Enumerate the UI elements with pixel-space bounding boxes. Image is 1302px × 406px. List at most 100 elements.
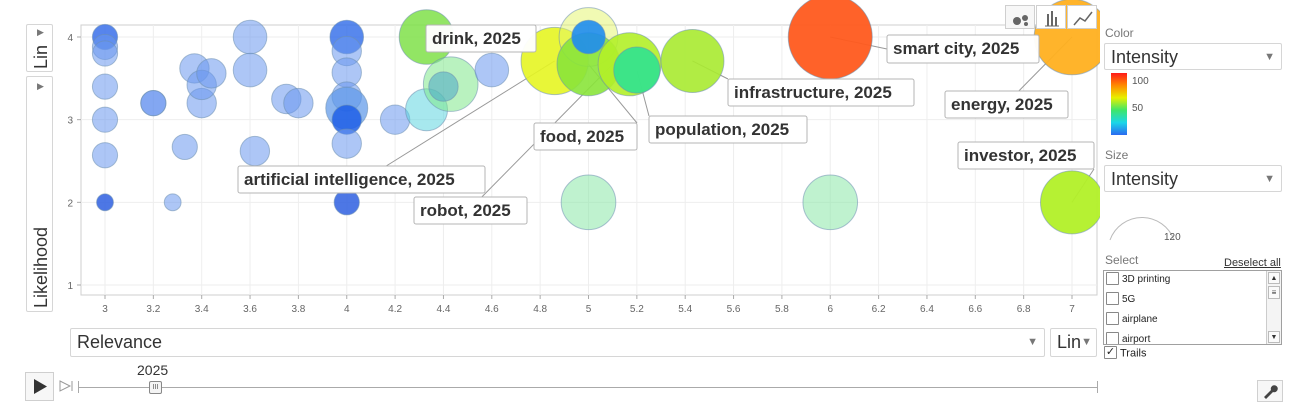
x-tick-label: 7: [1069, 304, 1075, 315]
wrench-icon: [1264, 385, 1278, 399]
x-tick-label: 6: [827, 304, 833, 315]
line-icon: [1073, 11, 1093, 26]
y-scale-arrow-icon: ▶: [37, 27, 44, 37]
checkbox[interactable]: [1106, 332, 1119, 344]
y-tick-label: 1: [67, 281, 73, 292]
annotation-box: [944, 90, 1069, 119]
play-icon: [34, 379, 47, 394]
bubble-icon: [1013, 15, 1028, 26]
x-scale-select[interactable]: Lin ▼: [1050, 328, 1097, 357]
data-point: [239, 135, 271, 167]
deselect-all-link[interactable]: Deselect all: [1224, 257, 1281, 269]
checkbox[interactable]: [1106, 272, 1119, 285]
x-tick-label: 5.6: [727, 304, 741, 315]
select-scrollbar[interactable]: ▲ ≡ ▼: [1266, 271, 1281, 344]
data-point: [171, 133, 198, 161]
scroll-down-icon[interactable]: ▼: [1268, 331, 1280, 343]
x-tick-label: 6.2: [872, 304, 886, 315]
x-tick-label: 3: [102, 304, 108, 315]
color-gradient-legend: [1111, 73, 1127, 135]
y-axis-select-arrow-icon: ▶: [37, 81, 44, 91]
scroll-up-icon[interactable]: ▲: [1268, 272, 1280, 284]
step-forward-icon: [59, 380, 73, 392]
annotation-box: [237, 165, 486, 194]
color-tick-mid: 50: [1132, 103, 1144, 114]
line-chart-button[interactable]: [1067, 5, 1097, 29]
play-button[interactable]: [25, 372, 54, 401]
list-item[interactable]: airport: [1106, 332, 1151, 345]
chevron-down-icon: ▼: [1264, 51, 1275, 63]
chevron-down-icon: ▼: [1081, 336, 1092, 348]
bubble-chart[interactable]: 1 2 3 4 3 3.2 3.4 3.6 3.8 4 4.2 4.4 4.6 4.8 5 5.2 5.4 5.6…: [0, 0, 1100, 320]
checkbox[interactable]: [1106, 292, 1119, 305]
time-slider-start-tick: [78, 381, 79, 393]
data-point: [91, 73, 119, 100]
x-axis-select-label: Relevance: [77, 332, 163, 352]
x-tick-label: 6.6: [968, 304, 982, 315]
list-item-label: airport: [1122, 334, 1151, 345]
color-select-label: Intensity: [1111, 47, 1179, 67]
data-point: [163, 193, 182, 212]
annotation-label: population, 2025: [655, 120, 789, 139]
y-axis-select[interactable]: ▶ Likelihood: [26, 76, 53, 312]
select-list[interactable]: 3D printing 5G airplane airport ▲ ≡ ▼: [1103, 270, 1282, 345]
annotation-box: [648, 115, 808, 144]
y-tick-label: 4: [67, 33, 73, 44]
time-slider-track[interactable]: [78, 387, 1098, 388]
y-scale-box[interactable]: ▶ Lin: [26, 24, 53, 72]
x-axis-select[interactable]: Relevance ▼: [70, 328, 1045, 357]
trails-checkbox[interactable]: ✓: [1104, 346, 1117, 359]
list-item-label: 5G: [1122, 294, 1136, 306]
time-slider-handle[interactable]: III: [149, 381, 162, 394]
chevron-down-icon: ▼: [1027, 336, 1038, 348]
data-point: [333, 189, 360, 216]
color-tick-high: 100: [1132, 76, 1149, 87]
data-point: [196, 58, 227, 89]
trails-label: Trails: [1120, 347, 1147, 360]
annotation-label: artificial intelligence, 2025: [244, 170, 455, 189]
x-tick-label: 4.4: [436, 304, 450, 315]
size-label: Size: [1105, 148, 1129, 162]
annotation-label: drink, 2025: [432, 29, 521, 48]
settings-button[interactable]: [1257, 380, 1283, 402]
color-select[interactable]: Intensity ▼: [1104, 43, 1282, 70]
list-item[interactable]: airplane: [1106, 312, 1158, 326]
time-slider-end-tick: [1097, 381, 1098, 393]
y-tick-label: 2: [67, 198, 73, 209]
color-label: Color: [1105, 26, 1134, 40]
data-point: [91, 142, 119, 169]
data-point: [331, 128, 362, 159]
annotation-box: [957, 141, 1095, 170]
annotation-box: [425, 24, 537, 53]
annotation-box: [533, 122, 638, 151]
data-point: [428, 71, 459, 102]
x-tick-label: 5.8: [775, 304, 789, 315]
data-point: [96, 193, 114, 212]
annotation-label: energy, 2025: [951, 95, 1053, 114]
x-tick-label: 5.2: [630, 304, 644, 315]
bubble-chart-button[interactable]: [1005, 5, 1035, 29]
x-tick-label: 5.4: [678, 304, 692, 315]
x-scale-label: Lin: [1057, 332, 1082, 352]
annotation-label: infrastructure, 2025: [734, 83, 892, 102]
checkbox[interactable]: [1106, 312, 1119, 325]
list-item[interactable]: 3D printing: [1106, 272, 1171, 286]
data-point: [660, 28, 725, 93]
x-tick-label: 3.4: [195, 304, 209, 315]
list-item-label: 3D printing: [1122, 274, 1171, 286]
data-point: [571, 19, 606, 55]
list-item[interactable]: 5G: [1106, 292, 1136, 306]
bar-chart-button[interactable]: [1036, 5, 1066, 29]
size-select-label: Intensity: [1111, 169, 1179, 189]
annotation-box: [886, 34, 1040, 64]
step-button[interactable]: [57, 378, 75, 394]
x-tick-label: 4.8: [533, 304, 547, 315]
trails-toggle[interactable]: ✓ Trails: [1104, 346, 1147, 360]
size-select[interactable]: Intensity ▼: [1104, 165, 1282, 192]
data-point: [802, 174, 859, 231]
x-tick-label: 3.2: [146, 304, 160, 315]
data-point: [283, 87, 314, 119]
data-point: [474, 52, 510, 88]
scroll-thumb[interactable]: ≡: [1268, 286, 1280, 299]
data-point: [232, 19, 268, 55]
